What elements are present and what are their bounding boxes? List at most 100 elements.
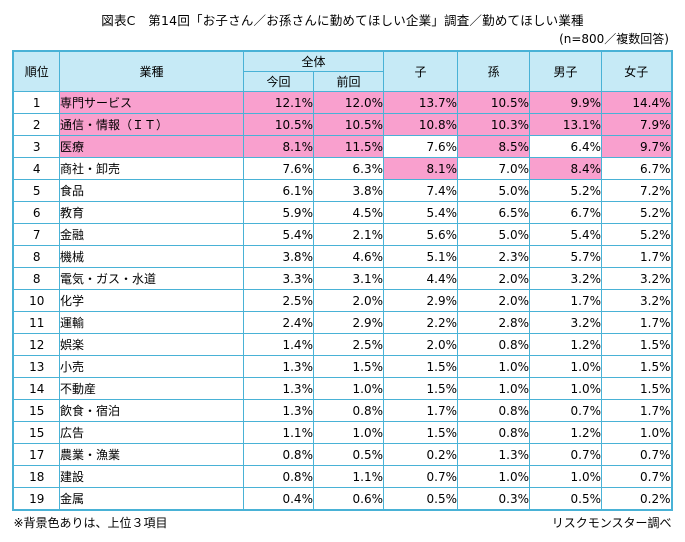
industry-table-body: 1 専門サービス 12.1% 12.0% 13.7% 10.5% 9.9% 14.4% 2 通信・… (12, 91, 672, 511)
table-row: 15 飲食・宿泊 1.3% 0.8% 1.7% 0.8% 0.7% 1.7% (12, 399, 672, 422)
rank-cell: 8 (12, 267, 60, 290)
industry-cell: 機械 (58, 245, 244, 268)
value-cell: 2.9% (312, 311, 385, 334)
industry-cell: 運輸 (58, 311, 244, 334)
value-cell: 9.7% (601, 135, 672, 158)
value-cell: 0.7% (529, 399, 602, 422)
rank-cell: 17 (12, 443, 60, 466)
rank-cell: 6 (12, 201, 60, 224)
value-cell: 1.7% (601, 399, 672, 422)
col-header-previous: 前回 (312, 71, 385, 92)
value-cell: 11.5% (312, 135, 385, 158)
table-row: 18 建設 0.8% 1.1% 0.7% 1.0% 1.0% 0.7% (12, 465, 672, 488)
value-cell: 1.0% (529, 465, 602, 488)
table-row: 2 通信・情報（ＩＴ） 10.5% 10.5% 10.8% 10.3% 13.1% 7.9% (12, 113, 672, 136)
value-cell: 0.8% (457, 421, 530, 444)
value-cell: 0.7% (601, 465, 672, 488)
value-cell: 3.2% (601, 267, 672, 290)
industry-cell: 電気・ガス・水道 (58, 267, 244, 290)
value-cell: 1.3% (242, 355, 314, 378)
value-cell: 2.2% (383, 311, 458, 334)
rank-cell: 5 (12, 179, 60, 202)
value-cell: 0.2% (383, 443, 458, 466)
value-cell: 10.5% (242, 113, 314, 136)
value-cell: 1.0% (312, 377, 385, 400)
value-cell: 8.5% (457, 135, 530, 158)
value-cell: 6.1% (242, 179, 314, 202)
value-cell: 1.1% (312, 465, 385, 488)
value-cell: 3.8% (242, 245, 314, 268)
value-cell: 1.3% (457, 443, 530, 466)
value-cell: 1.5% (601, 333, 672, 356)
value-cell: 3.2% (601, 289, 672, 312)
value-cell: 9.9% (529, 91, 602, 114)
industry-cell: 小売 (58, 355, 244, 378)
value-cell: 7.6% (383, 135, 458, 158)
value-cell: 13.7% (383, 91, 458, 114)
value-cell: 0.2% (601, 487, 672, 511)
value-cell: 10.3% (457, 113, 530, 136)
value-cell: 5.0% (457, 179, 530, 202)
value-cell: 3.8% (312, 179, 385, 202)
value-cell: 1.5% (383, 377, 458, 400)
value-cell: 5.7% (529, 245, 602, 268)
value-cell: 3.3% (242, 267, 314, 290)
value-cell: 1.2% (529, 421, 602, 444)
value-cell: 2.0% (312, 289, 385, 312)
value-cell: 5.1% (383, 245, 458, 268)
value-cell: 0.3% (457, 487, 530, 511)
industry-cell: 建設 (58, 465, 244, 488)
header-row-top: 順位 業種 全体 子 孫 男子 女子 (12, 50, 672, 92)
value-cell: 8.1% (242, 135, 314, 158)
industry-cell: 農業・漁業 (58, 443, 244, 466)
value-cell: 1.0% (312, 421, 385, 444)
table-row: 14 不動産 1.3% 1.0% 1.5% 1.0% 1.0% 1.5% (12, 377, 672, 400)
value-cell: 13.1% (529, 113, 602, 136)
table-row: 3 医療 8.1% 11.5% 7.6% 8.5% 6.4% 9.7% (12, 135, 672, 158)
value-cell: 1.4% (242, 333, 314, 356)
value-cell: 1.0% (457, 355, 530, 378)
value-cell: 5.4% (383, 201, 458, 224)
source-credit: リスクモンスター調べ (551, 516, 672, 530)
value-cell: 5.6% (383, 223, 458, 246)
table-row: 7 金融 5.4% 2.1% 5.6% 5.0% 5.4% 5.2% (12, 223, 672, 246)
value-cell: 2.5% (242, 289, 314, 312)
value-cell: 6.5% (457, 201, 530, 224)
rank-cell: 10 (12, 289, 60, 312)
value-cell: 1.5% (383, 421, 458, 444)
rank-cell: 8 (12, 245, 60, 268)
col-header-rank: 順位 (12, 50, 60, 92)
value-cell: 0.6% (312, 487, 385, 511)
rank-cell: 4 (12, 157, 60, 180)
value-cell: 0.4% (242, 487, 314, 511)
table-footer: ※背景色ありは、上位３項目 リスクモンスター調べ (14, 514, 672, 531)
value-cell: 2.1% (312, 223, 385, 246)
industry-cell: 広告 (58, 421, 244, 444)
rank-cell: 15 (12, 399, 60, 422)
value-cell: 2.0% (457, 267, 530, 290)
rank-cell: 7 (12, 223, 60, 246)
industry-cell: 飲食・宿泊 (58, 399, 244, 422)
value-cell: 7.9% (601, 113, 672, 136)
value-cell: 10.5% (312, 113, 385, 136)
value-cell: 1.3% (242, 377, 314, 400)
rank-cell: 18 (12, 465, 60, 488)
value-cell: 0.8% (242, 443, 314, 466)
header-row-sub: 今回 前回 (13, 71, 671, 92)
value-cell: 5.2% (601, 223, 672, 246)
value-cell: 0.7% (383, 465, 458, 488)
value-cell: 1.0% (529, 355, 602, 378)
value-cell: 2.4% (242, 311, 314, 334)
value-cell: 0.8% (312, 399, 385, 422)
value-cell: 0.8% (242, 465, 314, 488)
value-cell: 6.7% (529, 201, 602, 224)
value-cell: 10.5% (457, 91, 530, 114)
table-row: 1 専門サービス 12.1% 12.0% 13.7% 10.5% 9.9% 14.4% (12, 91, 672, 114)
table-row: 15 広告 1.1% 1.0% 1.5% 0.8% 1.2% 1.0% (12, 421, 672, 444)
table-row: 11 運輸 2.4% 2.9% 2.2% 2.8% 3.2% 1.7% (12, 311, 672, 334)
industry-cell: 食品 (58, 179, 244, 202)
rank-cell: 3 (12, 135, 60, 158)
value-cell: 0.7% (529, 443, 602, 466)
value-cell: 1.0% (457, 465, 530, 488)
